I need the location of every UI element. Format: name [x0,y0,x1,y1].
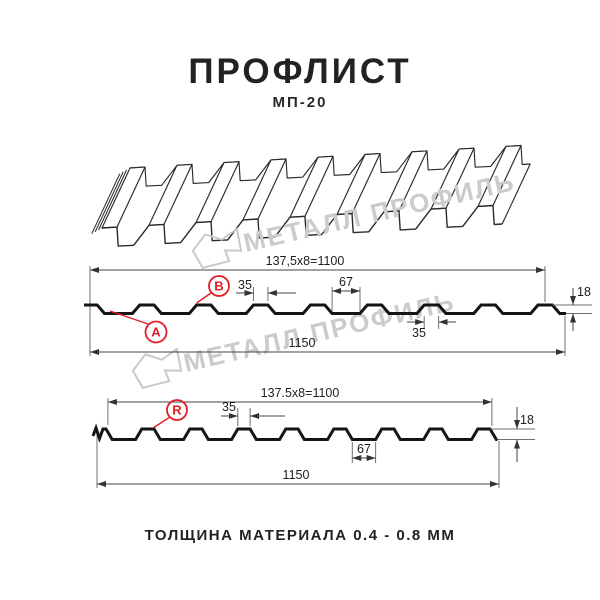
callout-leader-b [196,292,212,304]
cross-section-side-r: 137.5x8=1100 35 67 18 1150 R [91,386,535,488]
dim-label-35-bottom: 35 [412,326,426,340]
dim-label-18: 18 [520,413,534,427]
dim-label-35: 35 [222,400,236,414]
dim-label-18: 18 [577,285,591,299]
sheet-3d-line [94,171,124,233]
sheet-3d-line [501,163,531,225]
watermark-logo-icon [190,227,244,270]
sheet-3d-line [98,169,128,231]
profile-model-subtitle: МП-20 [272,94,328,111]
callout-circle-b [208,275,230,297]
sheet-3d-line [129,144,531,187]
dim-label-1100: 137,5x8=1100 [266,254,345,268]
dim-label-1150: 1150 [289,336,316,350]
callout-leader-a [109,310,149,325]
watermark-logo-icon [130,347,184,390]
sheet-3d-line [101,204,503,247]
profile-3d-view [91,144,531,247]
callout-circle-a [144,320,168,344]
material-thickness-note: ТОЛЩИНА МАТЕРИАЛА 0.4 - 0.8 ММ [144,527,456,544]
dim-label-1150: 1150 [283,468,310,482]
sheet-3d-line [91,173,121,234]
callout-circle-r [166,399,188,421]
page-title: ПРОФЛИСТ [188,52,412,91]
dim-label-67: 67 [357,442,371,456]
callout-label-a: A [151,325,161,340]
dim-label-67: 67 [339,275,353,289]
dim-label-1100: 137.5x8=1100 [261,386,340,400]
dim-label-35-top: 35 [238,278,252,292]
profile-outline [91,423,498,444]
callout-label-r: R [172,403,182,418]
watermark-text: МЕТАЛЛ ПРОФИЛЬ [241,166,518,258]
cross-section-side-a: 137,5x8=1100 35 67 18 35 1150 A [84,254,592,356]
callout-leader-r [152,416,171,429]
callout-label-b: B [214,279,223,294]
profile-outline [84,303,566,315]
